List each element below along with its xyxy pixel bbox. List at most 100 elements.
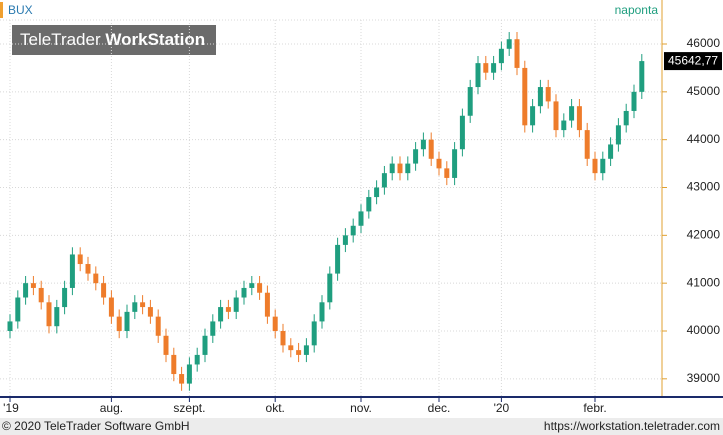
y-tick-label: 44000 [687, 132, 721, 146]
candle-body [358, 211, 364, 226]
candle-body [140, 302, 146, 308]
chart-subtitle: naponta [615, 3, 659, 17]
candle-body [498, 48, 504, 64]
candle-body [522, 67, 528, 126]
candle-body [584, 130, 590, 159]
candle-body [397, 163, 403, 174]
logo-box [12, 25, 216, 55]
logo-text: TeleTrader [20, 30, 101, 49]
x-tick-label: szept. [173, 401, 205, 415]
candle-body [155, 316, 161, 336]
candle-body [54, 307, 60, 327]
candle-body [639, 61, 645, 92]
candle-body [452, 149, 458, 178]
candle-body [537, 87, 543, 107]
candle-body [506, 39, 512, 49]
footer [0, 418, 723, 435]
candle-body [163, 335, 169, 355]
candle-body [233, 297, 239, 312]
y-tick-label: 41000 [687, 275, 721, 289]
candle-body [350, 225, 356, 236]
candle-body [147, 307, 153, 317]
candle-body [93, 273, 99, 284]
candle-body [615, 125, 621, 145]
candle-body [288, 345, 294, 351]
candle-body [116, 316, 122, 331]
candle-body [69, 254, 75, 288]
candle-body [553, 101, 559, 131]
x-tick-label: nov. [350, 401, 372, 415]
candle-body [132, 302, 138, 312]
candle-body [530, 106, 536, 126]
candle-body [491, 63, 497, 73]
candle-body [77, 254, 83, 265]
candle-body [592, 158, 598, 174]
last-price-box [664, 52, 722, 71]
candle-body [374, 187, 380, 198]
candle-body [257, 283, 263, 293]
candle-body [23, 283, 29, 298]
chart-title: BUX [8, 3, 33, 17]
candle-body [225, 307, 231, 312]
candle-body [366, 197, 372, 212]
footer-right: https://workstation.teletrader.com [544, 419, 720, 433]
candle-body [483, 63, 489, 73]
candle-body [30, 283, 36, 288]
candle-body [124, 311, 130, 331]
candle-body [218, 307, 224, 322]
candle-body [272, 316, 278, 331]
logo: TeleTrader WorkStation [20, 30, 205, 49]
candle-body [85, 264, 91, 274]
x-tick-label: aug. [100, 401, 123, 415]
candle-body [264, 292, 270, 317]
candle-body [459, 115, 465, 150]
y-tick-label: 40000 [687, 323, 721, 337]
candle-body [186, 364, 192, 384]
candle-body [171, 354, 177, 375]
candle-body [545, 87, 551, 102]
x-tick-label: '20 [494, 401, 510, 415]
candle-body [600, 158, 606, 174]
candle-body [467, 87, 473, 116]
candle-body [202, 335, 208, 355]
candle-body [280, 330, 286, 346]
candle-body [319, 302, 325, 322]
candle-body [405, 163, 411, 174]
y-tick-label: 39000 [687, 371, 721, 385]
candle-body [38, 287, 44, 303]
candle-body [569, 106, 575, 121]
y-tick-label: 46000 [687, 36, 721, 50]
logo-text: WorkStation [105, 30, 205, 49]
candle-body [62, 287, 68, 308]
candle-body [179, 374, 185, 384]
candle-body [194, 354, 200, 365]
candle-body [444, 168, 450, 178]
candle-body [389, 163, 395, 174]
candle-body [342, 235, 348, 245]
y-tick-label: 45000 [687, 84, 721, 98]
x-tick-label: '19 [3, 401, 19, 415]
y-tick-label: 42000 [687, 228, 721, 242]
candle-body [249, 283, 255, 288]
candle-body [335, 244, 341, 274]
footer-left: © 2020 TeleTrader Software GmbH [2, 419, 190, 433]
candle-body [210, 321, 216, 336]
candle-body [420, 139, 426, 150]
candle-body [327, 273, 333, 303]
candle-body [623, 110, 629, 126]
x-tick-label: dec. [428, 401, 451, 415]
candle-body [475, 63, 481, 88]
candle-body [436, 158, 442, 169]
candle-body [303, 345, 309, 355]
candle-body [241, 287, 247, 298]
y-tick-label: 43000 [687, 180, 721, 194]
candle-body [576, 106, 582, 131]
candle-body [631, 91, 637, 111]
candle-body [296, 350, 302, 355]
x-tick-label: febr. [583, 401, 606, 415]
candle-body [514, 39, 520, 68]
candle-body [108, 297, 114, 317]
candle-body [46, 302, 52, 327]
candle-body [15, 297, 21, 322]
